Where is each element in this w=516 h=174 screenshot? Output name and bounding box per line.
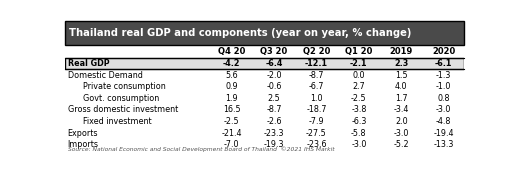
Text: Fixed investment: Fixed investment <box>78 117 151 126</box>
Text: 1.0: 1.0 <box>310 94 322 103</box>
Text: 2.3: 2.3 <box>394 59 408 68</box>
Text: 1.7: 1.7 <box>395 94 408 103</box>
Text: -3.0: -3.0 <box>436 105 452 114</box>
Text: Gross domestic investment: Gross domestic investment <box>68 105 178 114</box>
Text: -2.1: -2.1 <box>350 59 367 68</box>
Text: Q4 20: Q4 20 <box>218 47 245 56</box>
Text: 0.9: 0.9 <box>225 82 238 91</box>
Text: -1.3: -1.3 <box>436 70 452 80</box>
Text: 0.0: 0.0 <box>352 70 365 80</box>
Text: -2.5: -2.5 <box>351 94 367 103</box>
Text: -6.3: -6.3 <box>351 117 366 126</box>
Text: Domestic Demand: Domestic Demand <box>68 70 142 80</box>
Text: Private consumption: Private consumption <box>78 82 166 91</box>
FancyBboxPatch shape <box>64 21 464 45</box>
Text: -21.4: -21.4 <box>221 129 242 138</box>
Text: -5.2: -5.2 <box>393 140 409 149</box>
Text: 1.9: 1.9 <box>225 94 238 103</box>
Text: -3.8: -3.8 <box>351 105 366 114</box>
Text: -8.7: -8.7 <box>266 105 282 114</box>
Text: -8.7: -8.7 <box>309 70 324 80</box>
Text: -7.0: -7.0 <box>224 140 239 149</box>
Text: 4.0: 4.0 <box>395 82 408 91</box>
FancyBboxPatch shape <box>64 58 464 69</box>
Text: -2.6: -2.6 <box>266 117 282 126</box>
Text: -3.4: -3.4 <box>394 105 409 114</box>
Text: -23.6: -23.6 <box>306 140 327 149</box>
Text: Real GDP: Real GDP <box>68 59 109 68</box>
Text: 2019: 2019 <box>390 47 413 56</box>
Text: -6.4: -6.4 <box>265 59 283 68</box>
Text: 0.8: 0.8 <box>438 94 450 103</box>
Text: -13.3: -13.3 <box>433 140 454 149</box>
Text: 2020: 2020 <box>432 47 455 56</box>
Text: -27.5: -27.5 <box>306 129 327 138</box>
Text: 5.6: 5.6 <box>225 70 238 80</box>
Text: -4.8: -4.8 <box>436 117 452 126</box>
Text: -3.0: -3.0 <box>351 140 366 149</box>
Text: Thailand real GDP and components (year on year, % change): Thailand real GDP and components (year o… <box>69 28 412 38</box>
Text: Govt. consumption: Govt. consumption <box>78 94 159 103</box>
Text: 2.0: 2.0 <box>395 117 408 126</box>
Text: Q2 20: Q2 20 <box>303 47 330 56</box>
Text: -18.7: -18.7 <box>306 105 327 114</box>
Text: -0.6: -0.6 <box>266 82 282 91</box>
Text: 2.7: 2.7 <box>352 82 365 91</box>
Text: Q1 20: Q1 20 <box>345 47 373 56</box>
Text: 2.5: 2.5 <box>268 94 280 103</box>
Text: -19.4: -19.4 <box>433 129 454 138</box>
Text: -7.9: -7.9 <box>309 117 324 126</box>
Text: Exports: Exports <box>68 129 98 138</box>
Text: -2.0: -2.0 <box>266 70 282 80</box>
Text: -6.1: -6.1 <box>435 59 453 68</box>
Text: Imports: Imports <box>68 140 99 149</box>
Text: -5.8: -5.8 <box>351 129 366 138</box>
Text: -12.1: -12.1 <box>305 59 328 68</box>
Text: 1.5: 1.5 <box>395 70 408 80</box>
Text: 16.5: 16.5 <box>223 105 240 114</box>
Text: -19.3: -19.3 <box>264 140 284 149</box>
Text: -23.3: -23.3 <box>264 129 284 138</box>
Text: -3.0: -3.0 <box>394 129 409 138</box>
Text: Source: National Economic and Social Development Board of Thailand  ©2021 IHS Ma: Source: National Economic and Social Dev… <box>68 147 334 152</box>
Text: -1.0: -1.0 <box>436 82 452 91</box>
Text: -4.2: -4.2 <box>223 59 240 68</box>
Text: Q3 20: Q3 20 <box>261 47 288 56</box>
Text: -6.7: -6.7 <box>309 82 324 91</box>
Text: -2.5: -2.5 <box>224 117 239 126</box>
